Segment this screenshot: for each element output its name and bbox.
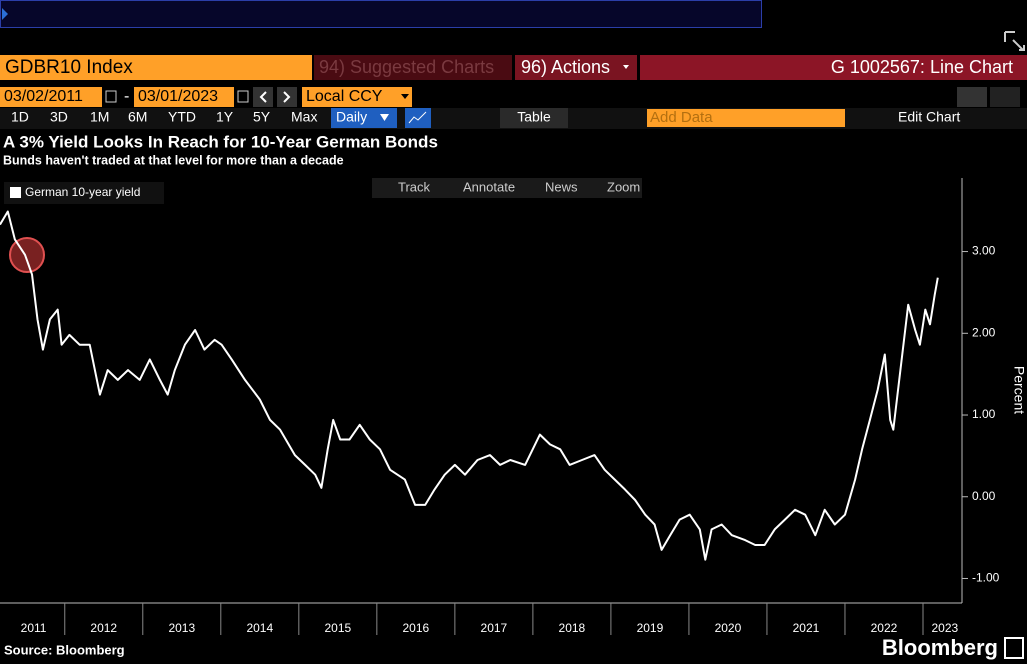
range-button[interactable]: 1Y (216, 109, 234, 125)
x-tick-label: 2011 (21, 621, 47, 635)
currency: Local CCY (306, 88, 383, 105)
currency-box[interactable] (302, 87, 412, 107)
end-date-box[interactable] (134, 87, 234, 107)
x-tick-label: 2020 (715, 621, 742, 635)
actions: 96) Actions (521, 57, 610, 77)
dropdown-arrow (401, 94, 409, 99)
line-style-button[interactable] (405, 108, 431, 128)
range-button[interactable]: YTD (168, 109, 196, 125)
suggested-button[interactable] (314, 55, 512, 80)
x-tick-label: 2014 (246, 621, 273, 635)
expand-icon[interactable] (1004, 31, 1025, 51)
chart-tool[interactable]: Track (398, 179, 431, 194)
calendar-icon[interactable] (105, 90, 117, 103)
chart-tools (372, 178, 642, 198)
y-tick-label: -1.00 (972, 571, 1000, 585)
x-tick-label: 2015 (324, 621, 351, 635)
y-tick-label: 3.00 (972, 244, 996, 258)
x-tick-label: 2012 (90, 621, 117, 635)
x-tick-label: 2022 (871, 621, 898, 635)
y-tick-label: 0.00 (972, 489, 996, 503)
range-button[interactable]: 1M (90, 109, 109, 125)
y-axis-label: Percent (1011, 366, 1027, 414)
range-button[interactable]: 6M (128, 109, 147, 125)
brand-icon (1004, 637, 1024, 659)
x-tick-label: 2013 (168, 621, 195, 635)
chart-title: A 3% Yield Looks In Reach for 10-Year Ge… (3, 132, 438, 151)
range-button[interactable]: 3D (50, 109, 68, 125)
x-tick-label: 2018 (559, 621, 586, 635)
table: Table (517, 109, 551, 125)
legend-swatch (10, 187, 21, 198)
command-line[interactable] (0, 0, 762, 28)
range-button[interactable]: 1D (11, 109, 29, 125)
prev-button[interactable] (253, 87, 273, 107)
chart-id: G 1002567: Line Chart (831, 57, 1013, 77)
table-button[interactable] (500, 108, 568, 128)
frequency-button[interactable] (331, 108, 397, 128)
dropdown-arrow (380, 114, 389, 121)
x-tick-label: 2021 (793, 621, 820, 635)
chart-tool[interactable]: Annotate (463, 179, 515, 194)
next-button[interactable] (277, 87, 297, 107)
add-data: Add Data (650, 109, 713, 126)
range-button[interactable]: 5Y (253, 109, 271, 125)
range-button[interactable]: Max (291, 109, 317, 125)
chart-tool[interactable]: News (545, 179, 578, 194)
add-data-box[interactable] (647, 109, 845, 127)
y-tick-label: 2.00 (972, 325, 996, 339)
line-icon (408, 111, 427, 124)
x-tick-label: 2017 (481, 621, 508, 635)
frequency: Daily (336, 109, 367, 125)
redo-button[interactable] (990, 87, 1020, 107)
prompt-icon (2, 8, 8, 20)
ticker: GDBR10 Index (5, 57, 133, 78)
calendar-icon[interactable] (237, 90, 249, 103)
ticker-box[interactable] (0, 55, 312, 80)
legend-label: German 10-year yield (25, 185, 140, 199)
x-tick-label: 2019 (637, 621, 664, 635)
source: Source: Bloomberg (4, 642, 125, 657)
line-series (0, 210, 939, 561)
x-tick-label: 2023 (931, 621, 958, 635)
brand: Bloomberg (882, 635, 998, 660)
chart-id-bar (640, 55, 1027, 80)
chart-subtitle: Bunds haven't traded at that level for m… (3, 153, 344, 167)
dropdown-arrow (623, 65, 629, 69)
y-tick-label: 1.00 (972, 407, 996, 421)
end-date: 03/01/2023 (138, 88, 218, 105)
next-icon (283, 91, 291, 103)
x-tick-label: 2016 (403, 621, 430, 635)
suggested: 94) Suggested Charts (319, 57, 494, 77)
start-date-box[interactable] (0, 87, 102, 107)
legend (4, 182, 164, 204)
date-sep: - (124, 88, 129, 105)
prev-icon (259, 91, 267, 103)
start-date: 03/02/2011 (4, 88, 83, 105)
undo-button[interactable] (957, 87, 987, 107)
chart-tool[interactable]: Zoom (607, 179, 640, 194)
edit-chart[interactable]: Edit Chart (898, 109, 960, 125)
highlight-circle (9, 237, 45, 273)
actions-button[interactable] (515, 55, 637, 80)
